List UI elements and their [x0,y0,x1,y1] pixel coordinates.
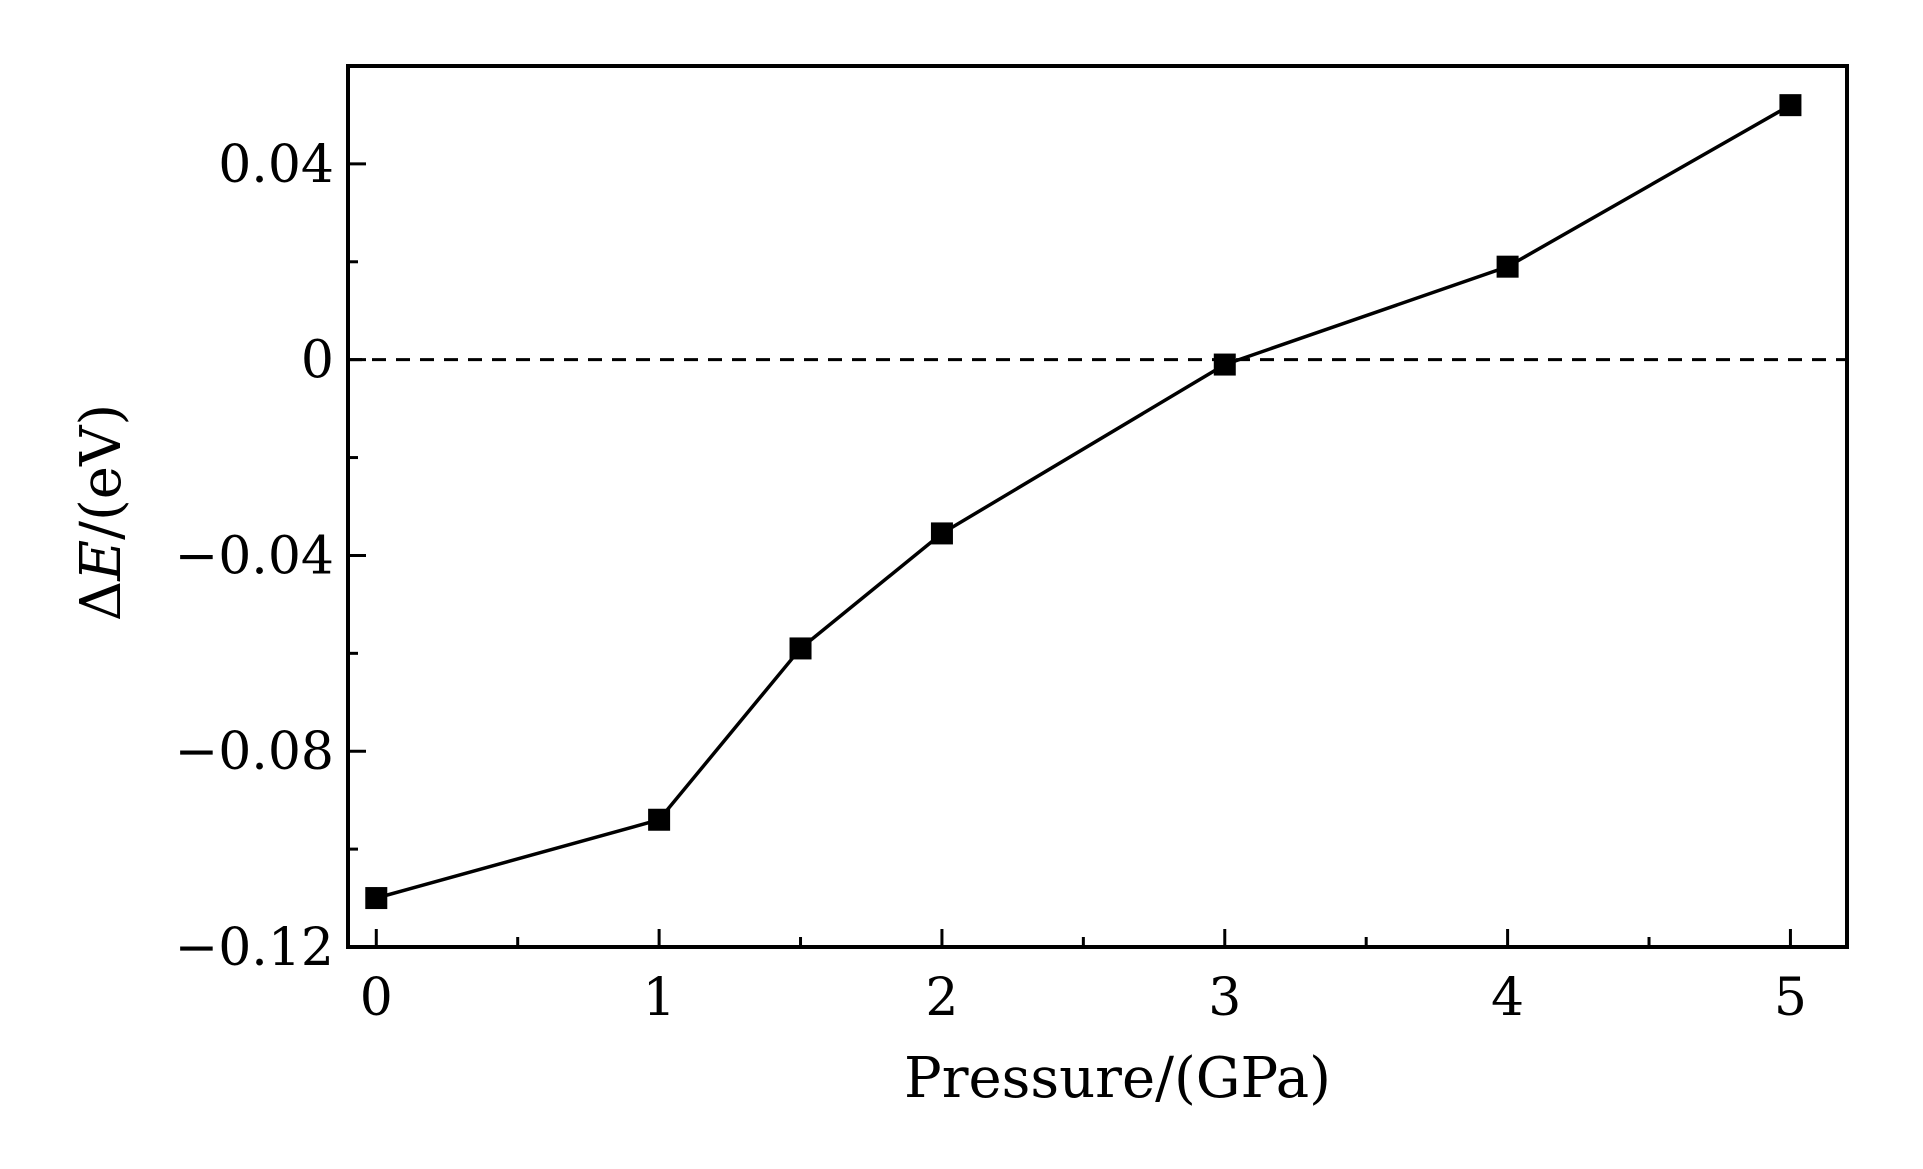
x-tick-label: 5 [1774,968,1807,1028]
x-tick-label: 0 [360,968,393,1028]
series-group [365,94,1802,910]
y-tick-label: −0.12 [175,918,334,978]
y-axis-title-suffix: /(eV) [69,404,134,540]
x-axis-title: Pressure/(GPa) [904,1046,1331,1111]
y-axis-title-prefix: Δ [69,581,134,621]
plot-frame [346,64,1849,949]
data-point-marker [1213,353,1236,376]
y-axis: 0.04 0 −0.04 −0.08 −0.12 [175,64,366,978]
data-point-marker [365,887,388,910]
x-tick-label: 4 [1491,968,1524,1028]
x-tick-label: 3 [1208,968,1241,1028]
y-tick-label: 0 [301,331,334,391]
y-tick-label: 0.04 [218,135,334,195]
y-axis-title-symbol: E [69,540,134,582]
data-point-marker [1496,255,1519,278]
data-point-marker [789,637,812,660]
y-tick-label: −0.04 [175,526,334,586]
data-point-marker [1779,94,1802,117]
y-tick-label: −0.08 [175,722,334,782]
series-line [375,103,1792,900]
y-axis-title: ΔE/(eV) [69,404,134,622]
data-point-marker [930,522,953,545]
x-tick-label: 1 [643,968,676,1028]
x-tick-label: 2 [925,968,958,1028]
x-axis: 0 1 2 3 4 5 [360,929,1807,1028]
data-point-marker [648,808,671,831]
plot-area [346,64,1849,949]
